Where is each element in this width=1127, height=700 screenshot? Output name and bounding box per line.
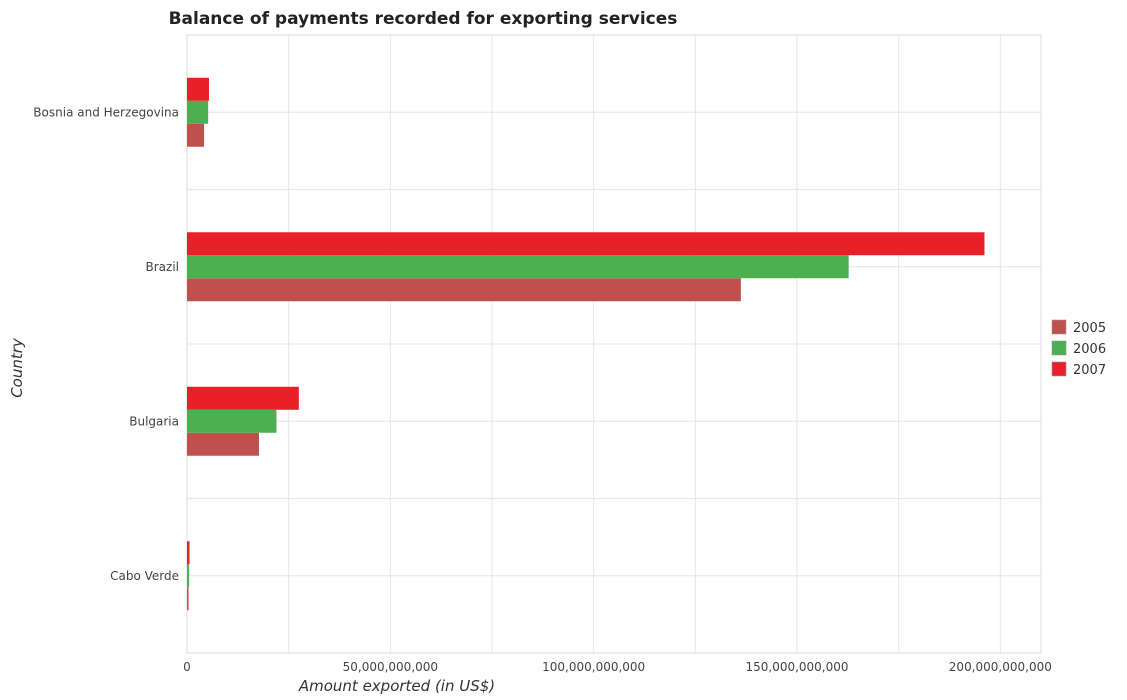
legend-swatch-2006 [1051,340,1067,356]
bar-2006-brazil [187,255,849,279]
bar-2006-bulgaria [187,409,277,433]
legend-swatch-2007 [1051,361,1067,377]
x-tick-label: 50,000,000,000 [343,660,438,674]
grid-lines [186,34,1041,654]
x-tick-label: 100,000,000,000 [542,660,645,674]
chart-title: Balance of payments recorded for exporti… [169,9,678,29]
x-tick-label: 150,000,000,000 [745,660,848,674]
axes [186,34,1042,654]
bar-2005-bulgaria [187,432,259,456]
legend-swatch-2005 [1051,319,1067,335]
x-tick-label: 0 [183,660,191,674]
bars [187,77,985,611]
y-tick-label: Bosnia and Herzegovina [33,105,179,119]
bar-2005-cabo-verde [187,587,189,611]
tick-labels: Bosnia and Herzegovina Brazil Bulgaria Cabo… [33,105,1052,674]
bar-2007-brazil [187,232,985,256]
legend-label-2006: 2006 [1073,342,1106,357]
y-axis-label: Country [8,337,26,398]
plot-frame [186,34,1042,654]
x-axis-label: Amount exported (in US$) [298,677,495,695]
legend-label-2007: 2007 [1073,363,1106,378]
x-tick-label: 200,000,000,000 [949,660,1052,674]
y-tick-label: Bulgaria [129,414,179,428]
legend: 2005 2006 2007 [1051,319,1106,378]
bar-2005-brazil [187,278,741,302]
y-tick-label: Cabo Verde [110,569,179,583]
bar-2007-cabo-verde [187,541,190,565]
bar-2005-bosnia-and-herzegovina [187,123,205,147]
legend-label-2005: 2005 [1073,321,1106,336]
y-tick-label: Brazil [146,260,180,274]
bar-2007-bosnia-and-herzegovina [187,77,209,101]
bar-2007-bulgaria [187,386,299,410]
bar-2006-cabo-verde [187,564,190,588]
bar-2006-bosnia-and-herzegovina [187,100,209,124]
